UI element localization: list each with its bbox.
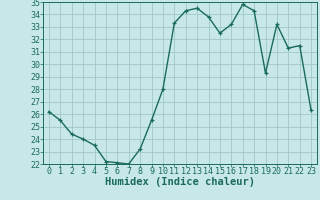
X-axis label: Humidex (Indice chaleur): Humidex (Indice chaleur) — [105, 177, 255, 187]
